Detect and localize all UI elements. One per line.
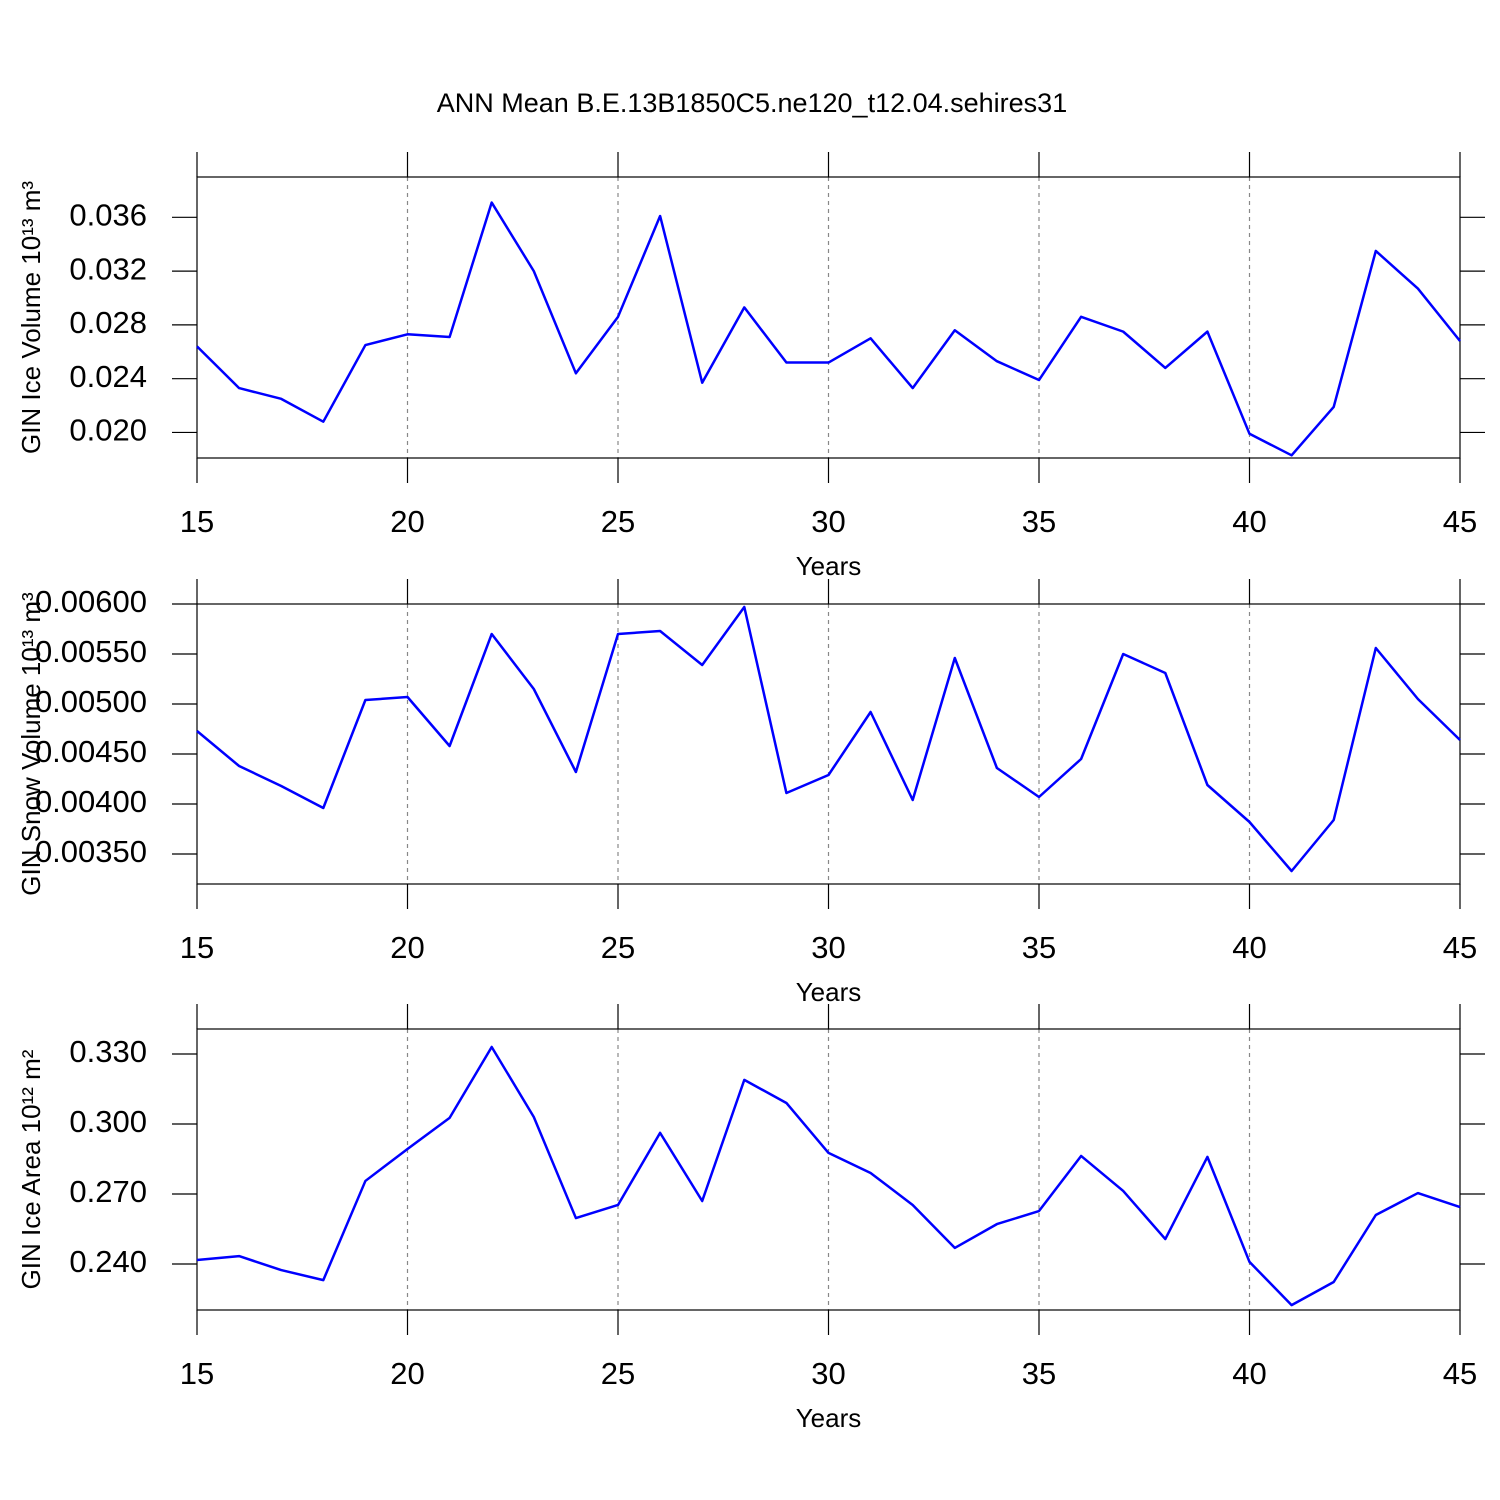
plot-frame — [196, 176, 1461, 459]
x-tick-label: 30 — [811, 504, 845, 539]
y-tick-label: 0.020 — [69, 413, 147, 448]
x-tick-label: 40 — [1232, 504, 1266, 539]
x-tick-label: 20 — [390, 930, 424, 965]
x-tick-label: 35 — [1022, 1356, 1056, 1391]
y-axis-label: GIN Snow Volume 10¹³ m³ — [16, 592, 46, 896]
x-axis-label: Years — [796, 551, 862, 581]
data-line — [196, 605, 1461, 873]
y-tick-label: 0.270 — [69, 1174, 147, 1209]
plot-frame — [196, 603, 1461, 885]
x-tick-label: 45 — [1443, 1356, 1477, 1391]
y-tick-label: 0.036 — [69, 198, 147, 233]
x-tick-label: 15 — [180, 504, 214, 539]
y-tick-label: 0.00350 — [35, 834, 147, 869]
x-tick-label: 15 — [180, 1356, 214, 1391]
y-axis-label: GIN Ice Volume 10¹³ m³ — [16, 181, 46, 454]
x-tick-label: 40 — [1232, 930, 1266, 965]
x-tick-label: 25 — [601, 504, 635, 539]
plot-frame — [196, 1028, 1461, 1311]
y-tick-label: 0.032 — [69, 251, 147, 286]
y-tick-label: 0.028 — [69, 305, 147, 340]
x-axis-label: Years — [796, 977, 862, 1007]
y-tick-label: 0.00450 — [35, 734, 147, 769]
y-tick-label: 0.024 — [69, 359, 147, 394]
x-tick-label: 25 — [601, 930, 635, 965]
data-line — [196, 1045, 1461, 1307]
x-tick-label: 20 — [390, 504, 424, 539]
x-tick-label: 40 — [1232, 1356, 1266, 1391]
y-tick-label: 0.00500 — [35, 684, 147, 719]
y-tick-label: 0.240 — [69, 1244, 147, 1279]
x-tick-label: 30 — [811, 1356, 845, 1391]
y-tick-label: 0.00600 — [35, 584, 147, 619]
data-line — [196, 201, 1461, 457]
y-tick-label: 0.330 — [69, 1034, 147, 1069]
x-tick-label: 35 — [1022, 504, 1056, 539]
x-axis-label: Years — [796, 1403, 862, 1433]
y-tick-label: 0.00400 — [35, 784, 147, 819]
figure-title: ANN Mean B.E.13B1850C5.ne120_t12.04.sehi… — [437, 88, 1067, 118]
x-tick-label: 45 — [1443, 504, 1477, 539]
x-tick-label: 20 — [390, 1356, 424, 1391]
x-tick-label: 15 — [180, 930, 214, 965]
x-tick-label: 35 — [1022, 930, 1056, 965]
x-tick-label: 30 — [811, 930, 845, 965]
y-tick-label: 0.300 — [69, 1104, 147, 1139]
y-axis-label: GIN Ice Area 10¹² m² — [16, 1049, 46, 1289]
y-tick-label: 0.00550 — [35, 634, 147, 669]
x-tick-label: 25 — [601, 1356, 635, 1391]
x-tick-label: 45 — [1443, 930, 1477, 965]
